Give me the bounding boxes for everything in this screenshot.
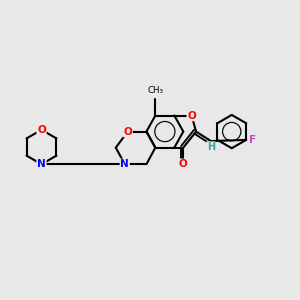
Text: F: F (249, 135, 256, 145)
Text: N: N (120, 159, 129, 169)
Text: O: O (179, 159, 188, 169)
Text: CH₃: CH₃ (147, 86, 163, 95)
Text: O: O (187, 110, 196, 121)
Text: O: O (123, 127, 132, 136)
Text: O: O (37, 125, 46, 135)
Text: H: H (207, 142, 215, 152)
Text: N: N (37, 159, 46, 169)
